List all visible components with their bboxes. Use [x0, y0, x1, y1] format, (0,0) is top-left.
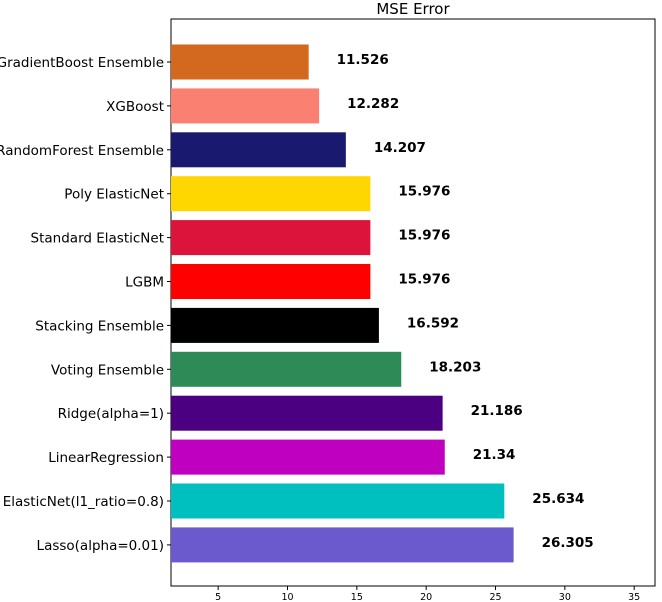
x-tick-label: 25	[489, 592, 501, 602]
bar	[171, 307, 379, 343]
value-label: 26.305	[542, 535, 594, 551]
category-label: Voting Ensemble	[51, 362, 164, 378]
x-tick-label: 20	[420, 592, 432, 602]
category-label: XGBoost	[106, 99, 164, 115]
value-label: 14.207	[374, 140, 426, 156]
value-labels: 11.526 12.282 14.207 15.976 15.976 15.976 16.5…	[337, 52, 594, 551]
category-labels: GradientBoost Ensemble XGBoost RandomFores…	[0, 55, 171, 554]
bar	[171, 527, 514, 563]
bar	[171, 395, 443, 431]
value-label: 15.976	[398, 228, 450, 244]
category-label: GradientBoost Ensemble	[0, 55, 164, 71]
category-label: LinearRegression	[48, 450, 164, 466]
x-tick-label: 10	[281, 592, 293, 602]
bar	[171, 88, 320, 124]
bar	[171, 132, 346, 168]
x-tick-label: 15	[351, 592, 363, 602]
value-label: 11.526	[337, 52, 389, 68]
value-label: 21.186	[471, 403, 523, 419]
bar	[171, 351, 402, 387]
x-tick-label: 30	[559, 592, 571, 602]
bar	[171, 483, 505, 519]
category-label: Lasso(alpha=0.01)	[37, 538, 164, 554]
category-label: RandomForest Ensemble	[0, 143, 164, 159]
plot-area	[170, 18, 656, 587]
category-label: Ridge(alpha=1)	[58, 406, 164, 422]
category-label: Standard ElasticNet	[31, 231, 164, 247]
bar	[171, 176, 371, 212]
bar	[171, 220, 371, 256]
value-label: 15.976	[398, 272, 450, 288]
bar	[171, 439, 445, 475]
chart-title: MSE Error	[376, 0, 450, 18]
value-label: 12.282	[347, 96, 399, 112]
category-label: ElasticNet(l1_ratio=0.8)	[3, 494, 164, 510]
bars-group	[171, 44, 514, 563]
x-axis-ticks: 5 10 15 20 25 30 35	[215, 586, 640, 602]
bar	[171, 264, 371, 299]
category-label: Poly ElasticNet	[64, 187, 164, 203]
category-label: LGBM	[125, 275, 164, 291]
value-label: 25.634	[532, 491, 584, 507]
value-label: 21.34	[473, 447, 516, 463]
value-label: 15.976	[398, 184, 450, 200]
value-label: 16.592	[407, 315, 459, 331]
category-label: Stacking Ensemble	[35, 318, 164, 334]
x-tick-label: 35	[628, 592, 640, 602]
value-label: 18.203	[429, 359, 481, 375]
bar	[171, 44, 309, 80]
x-tick-label: 5	[215, 592, 221, 602]
